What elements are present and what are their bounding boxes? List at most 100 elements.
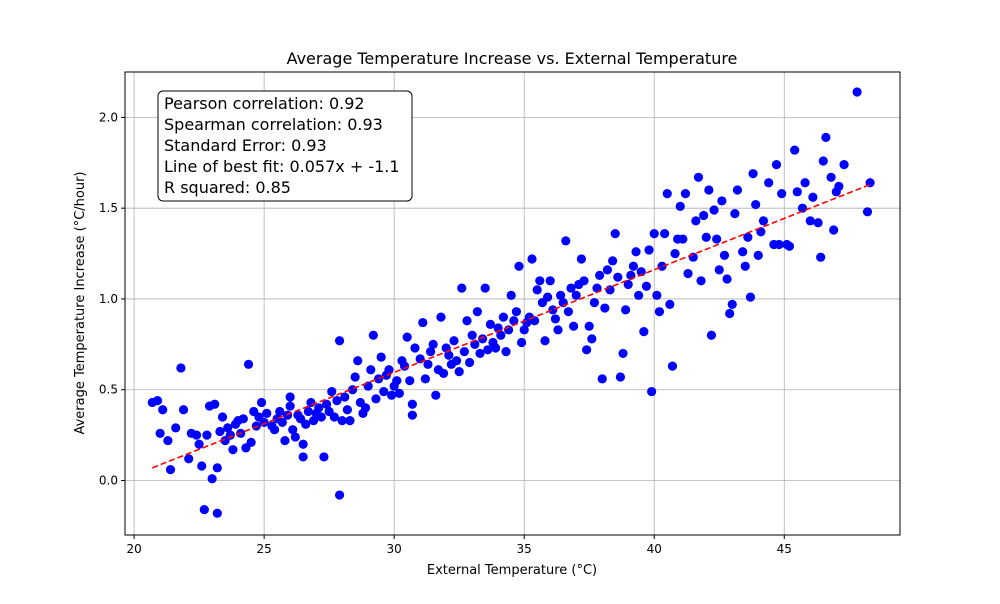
- data-point: [725, 308, 735, 319]
- data-point: [563, 307, 574, 317]
- y-tick-label: 0.5: [99, 383, 118, 397]
- data-point: [667, 361, 678, 371]
- data-point: [764, 178, 774, 188]
- data-point: [678, 234, 688, 244]
- data-point: [158, 405, 168, 415]
- data-point: [163, 435, 173, 446]
- data-point: [436, 312, 446, 322]
- data-point: [334, 336, 345, 346]
- data-point: [215, 426, 225, 437]
- data-point: [480, 283, 490, 293]
- data-point: [699, 210, 709, 221]
- data-point: [277, 417, 287, 428]
- data-point: [386, 390, 397, 400]
- data-point: [223, 423, 233, 433]
- data-point: [420, 374, 430, 384]
- data-point: [592, 283, 602, 293]
- data-point: [345, 416, 355, 426]
- y-tick-label: 1.0: [99, 292, 118, 306]
- data-point: [197, 461, 207, 471]
- data-point: [329, 412, 339, 422]
- data-point: [368, 330, 378, 340]
- data-point: [371, 394, 381, 404]
- data-point: [784, 241, 795, 251]
- data-point: [569, 321, 579, 331]
- data-point: [340, 392, 350, 402]
- data-point: [350, 372, 360, 382]
- data-point: [639, 327, 649, 337]
- x-tick-label: 30: [387, 542, 402, 556]
- data-point: [225, 430, 235, 440]
- stats-r-squared: R squared: 0.85: [164, 178, 291, 197]
- data-point: [425, 347, 436, 357]
- data-point: [561, 236, 571, 246]
- data-point: [399, 361, 410, 371]
- data-point: [415, 354, 425, 364]
- data-point: [285, 392, 295, 402]
- data-point: [496, 330, 506, 340]
- y-tick-label: 0.0: [99, 474, 118, 488]
- data-point: [462, 316, 472, 326]
- data-point: [238, 414, 248, 424]
- data-point: [790, 145, 800, 155]
- data-point: [275, 406, 285, 417]
- data-point: [834, 181, 844, 191]
- data-point: [706, 330, 717, 340]
- data-point: [566, 283, 576, 293]
- data-point: [191, 430, 202, 440]
- data-point: [816, 252, 826, 262]
- data-point: [407, 410, 417, 420]
- data-point: [657, 261, 667, 271]
- data-points: [147, 87, 875, 518]
- data-point: [631, 247, 641, 257]
- data-point: [641, 281, 652, 291]
- data-point: [314, 403, 324, 413]
- stats-box-frame: [157, 90, 413, 202]
- data-point: [618, 348, 628, 359]
- data-point: [475, 348, 485, 359]
- data-point: [774, 239, 784, 250]
- data-point: [743, 232, 753, 242]
- data-point: [477, 334, 488, 344]
- data-point: [155, 428, 165, 438]
- x-tick-label: 25: [256, 542, 271, 556]
- data-point: [457, 283, 467, 293]
- data-point: [675, 201, 685, 211]
- data-point: [771, 160, 782, 170]
- data-point: [152, 396, 163, 406]
- data-point: [732, 185, 743, 195]
- data-point: [454, 366, 464, 377]
- data-point: [423, 359, 433, 369]
- data-point: [327, 386, 337, 397]
- data-point: [407, 399, 417, 409]
- data-point: [704, 185, 714, 195]
- data-point: [332, 396, 342, 406]
- data-point: [665, 299, 675, 310]
- data-point: [597, 374, 607, 384]
- data-point: [662, 189, 672, 199]
- data-point: [384, 365, 394, 375]
- data-point: [608, 256, 618, 266]
- data-point: [634, 290, 644, 300]
- data-point: [576, 254, 587, 264]
- data-point: [485, 319, 495, 329]
- data-point: [483, 345, 493, 355]
- data-point: [353, 356, 363, 366]
- data-point: [212, 508, 222, 518]
- data-point: [410, 343, 420, 353]
- data-point: [464, 357, 475, 368]
- data-point: [256, 397, 267, 408]
- data-point: [722, 274, 732, 284]
- data-point: [628, 261, 639, 271]
- data-point: [269, 425, 280, 435]
- data-point: [712, 234, 722, 244]
- data-point: [543, 292, 553, 302]
- data-point: [298, 452, 308, 462]
- data-point: [636, 267, 646, 277]
- data-point: [301, 419, 311, 429]
- data-point: [290, 432, 300, 442]
- data-point: [839, 160, 849, 170]
- plot-frame: [124, 71, 901, 536]
